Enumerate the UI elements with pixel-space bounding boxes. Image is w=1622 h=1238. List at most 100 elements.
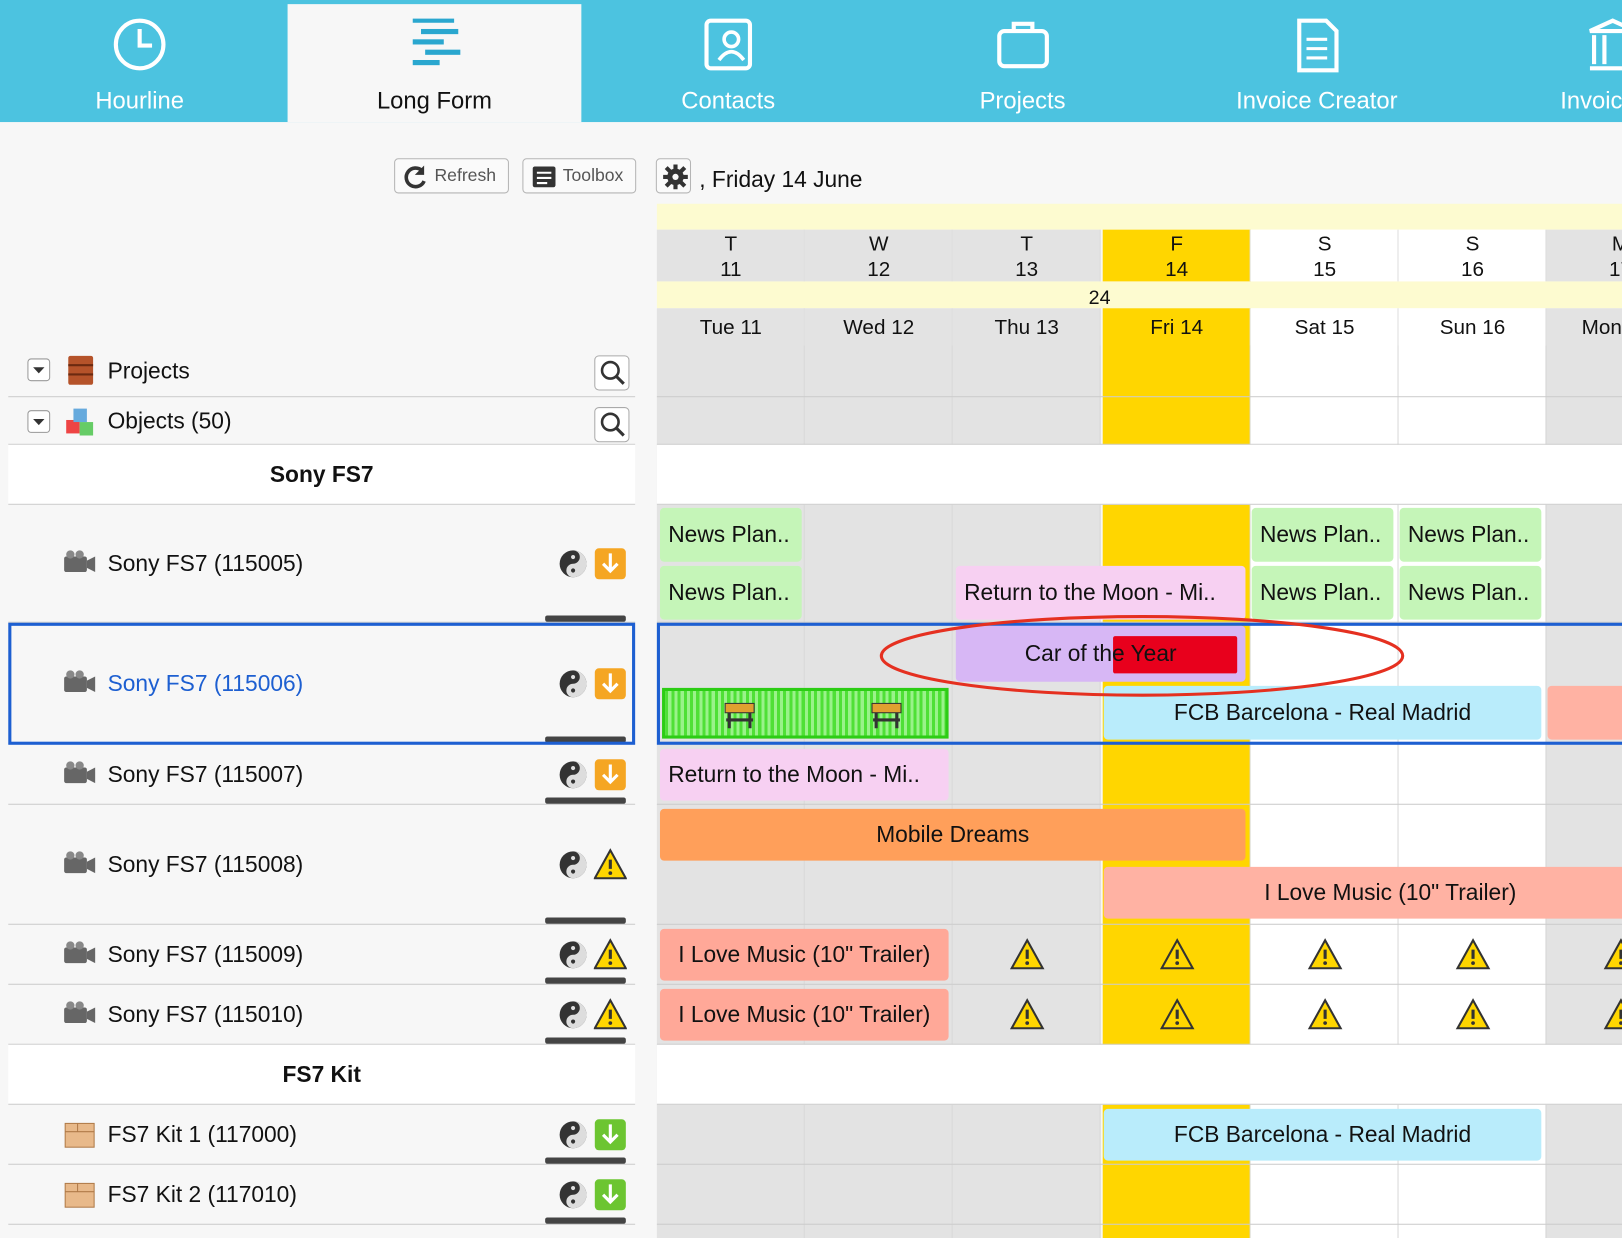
- tab-label: Long Form: [376, 86, 492, 114]
- booking[interactable]: FCB Barcelona - Real Madrid: [1103, 1108, 1542, 1161]
- booking[interactable]: News Plan..: [1399, 507, 1542, 562]
- status-icon: [594, 1118, 627, 1151]
- calendar-row-line: [656, 923, 1622, 925]
- day-head: [952, 229, 1101, 282]
- cell-warning: [1307, 997, 1343, 1032]
- selected-row: [8, 622, 636, 745]
- nav-tab[interactable]: Long Form: [287, 4, 582, 123]
- tab-icon: [995, 17, 1051, 73]
- resource-label: Sony FS7 (115008): [107, 851, 304, 878]
- calendar-row-line: [656, 1223, 1622, 1225]
- booking-label: News Plan..: [1259, 521, 1382, 548]
- resource-icon: [62, 547, 97, 580]
- resource-row[interactable]: [8, 1105, 636, 1165]
- nav-tab[interactable]: Hourline: [0, 0, 287, 122]
- calendar-row-line: [656, 1163, 1622, 1165]
- button-icon: [401, 162, 430, 191]
- resource-row[interactable]: [8, 505, 636, 623]
- cell-warning: [1603, 937, 1622, 972]
- nav-tab[interactable]: Invoice Creator: [1170, 0, 1464, 122]
- resource-row[interactable]: [8, 925, 636, 985]
- selected-calendar-row: [656, 622, 1622, 745]
- group-label: FS7 Kit: [282, 1061, 361, 1088]
- booking-label: Return to the Moon - Mi..: [964, 579, 1216, 606]
- yin-yang-icon: [558, 668, 589, 699]
- day-label-cell: [1250, 308, 1399, 346]
- resource-row[interactable]: [8, 985, 636, 1045]
- day-letter: S: [1465, 232, 1480, 255]
- status-icon: [594, 667, 627, 700]
- day-label-cell: [952, 308, 1101, 346]
- booking-label: I Love Music (10" Trailer): [1264, 879, 1517, 906]
- resource-row[interactable]: [8, 805, 636, 925]
- booking[interactable]: I Love Music (10" Trailer): [1103, 866, 1622, 919]
- day-label-cell: [804, 308, 953, 346]
- booking-overflow[interactable]: [1547, 685, 1622, 740]
- search-button[interactable]: [594, 407, 631, 444]
- row-handle[interactable]: [545, 797, 626, 804]
- resource-row[interactable]: [8, 1165, 636, 1225]
- booking[interactable]: Mobile Dreams: [659, 808, 1246, 861]
- day-label-cell: [656, 308, 805, 346]
- row-handle[interactable]: [545, 615, 626, 622]
- yin-yang-icon: [558, 759, 589, 790]
- booking-striped[interactable]: [662, 687, 949, 739]
- row-handle[interactable]: [545, 736, 626, 743]
- day-head: [656, 229, 805, 282]
- booking-label: FCB Barcelona - Real Madrid: [1173, 699, 1472, 726]
- booking-label: I Love Music (10" Trailer): [678, 941, 931, 968]
- calendar-row-line: [656, 983, 1622, 985]
- row-handle[interactable]: [545, 1037, 626, 1044]
- day-letter: T: [1020, 232, 1034, 255]
- week-number: 24: [1088, 287, 1111, 310]
- day-label: Tue 11: [699, 316, 762, 339]
- booking-label: Mobile Dreams: [876, 821, 1030, 848]
- annotation-ellipse: [877, 612, 1407, 699]
- booking-label: FCB Barcelona - Real Madrid: [1173, 1121, 1472, 1148]
- cell-warning: [1159, 937, 1195, 972]
- cell-warning: [1307, 937, 1343, 972]
- yin-yang-icon: [558, 849, 589, 880]
- cell-warning: [1009, 937, 1045, 972]
- day-letter: M: [1546, 232, 1622, 257]
- booking[interactable]: Return to the Moon - Mi..: [659, 748, 949, 801]
- day-head: [1102, 229, 1251, 282]
- settings-button[interactable]: [655, 158, 692, 194]
- row-handle[interactable]: [545, 977, 626, 984]
- group-calendar-row: [656, 1044, 1622, 1105]
- booking[interactable]: News Plan..: [659, 565, 802, 620]
- booking[interactable]: News Plan..: [659, 507, 802, 562]
- group-row: [8, 1044, 636, 1105]
- resource-row[interactable]: [8, 744, 636, 805]
- row-handle[interactable]: [545, 1157, 626, 1164]
- booking-label: News Plan..: [1259, 579, 1382, 606]
- tab-label: Contacts: [681, 86, 776, 114]
- booking[interactable]: News Plan..: [1251, 507, 1394, 562]
- status-icon: [593, 938, 628, 971]
- barrier-icon: [870, 699, 903, 730]
- search-button[interactable]: [594, 355, 631, 392]
- row-handle[interactable]: [545, 1217, 626, 1224]
- day-head: [1546, 229, 1622, 282]
- day-number: 16: [1461, 258, 1485, 281]
- day-label: Sat 15: [1294, 316, 1355, 339]
- booking[interactable]: I Love Music (10" Trailer): [659, 988, 949, 1041]
- resource-label: Sony FS7 (115010): [107, 1001, 304, 1028]
- booking[interactable]: News Plan..: [1399, 565, 1542, 620]
- button-label: Toolbox: [562, 164, 624, 185]
- nav-tab[interactable]: Projects: [876, 0, 1170, 122]
- booking[interactable]: News Plan..: [1251, 565, 1394, 620]
- booking[interactable]: Car of the Year: [955, 625, 1246, 682]
- refresh-button[interactable]: Refresh: [394, 158, 509, 194]
- booking-label: Return to the Moon - Mi..: [668, 761, 920, 788]
- row-handle[interactable]: [545, 917, 626, 924]
- booking[interactable]: Return to the Moon - Mi..: [955, 565, 1246, 620]
- nav-tab[interactable]: Invoice M: [1464, 0, 1622, 122]
- toolbox-button[interactable]: Toolbox: [522, 158, 637, 194]
- yin-yang-icon: [558, 548, 589, 579]
- nav-tab[interactable]: Contacts: [581, 0, 875, 122]
- resource-label: Sony FS7 (115006): [107, 669, 304, 696]
- booking[interactable]: I Love Music (10" Trailer): [659, 928, 949, 981]
- yin-yang-icon: [558, 999, 589, 1030]
- tab-icon: [407, 14, 463, 70]
